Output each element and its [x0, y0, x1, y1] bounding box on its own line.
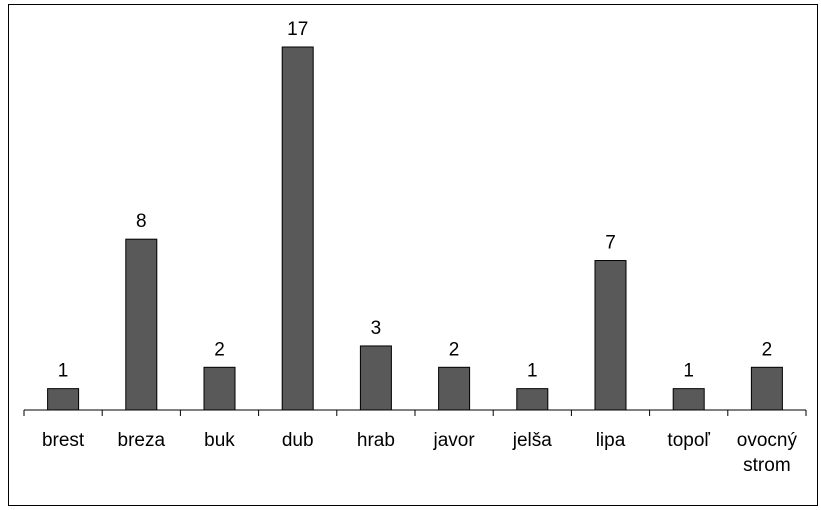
data-label: 2	[214, 339, 225, 360]
bar	[672, 388, 705, 411]
data-label: 2	[449, 339, 460, 360]
data-label: 1	[683, 361, 694, 382]
x-tick-label: jelša	[512, 430, 553, 451]
bar	[516, 388, 549, 411]
x-tick-label: dub	[282, 430, 314, 451]
data-label: 1	[58, 361, 69, 382]
data-label: 8	[136, 211, 147, 232]
bar	[281, 46, 314, 411]
x-tick-label: lipa	[596, 430, 626, 451]
x-tick-label: ovocný	[737, 430, 798, 451]
bar	[47, 388, 80, 411]
data-label: 17	[287, 19, 308, 40]
x-tick-label: buk	[204, 430, 235, 451]
x-tick-label: javor	[433, 430, 476, 451]
x-tick-label: hrab	[357, 430, 395, 451]
bar	[359, 345, 392, 411]
data-label: 3	[371, 318, 382, 339]
x-tick-label: breza	[118, 430, 166, 451]
x-tick-label: strom	[743, 455, 791, 476]
bar	[438, 366, 471, 411]
bar	[203, 366, 236, 411]
x-tick-label: topoľ	[667, 430, 710, 451]
bar	[594, 260, 627, 411]
x-tick-label: brest	[42, 430, 85, 451]
data-label: 7	[605, 233, 616, 254]
data-label: 2	[762, 339, 773, 360]
bar	[125, 238, 158, 411]
bar	[750, 366, 783, 411]
data-label: 1	[527, 361, 538, 382]
